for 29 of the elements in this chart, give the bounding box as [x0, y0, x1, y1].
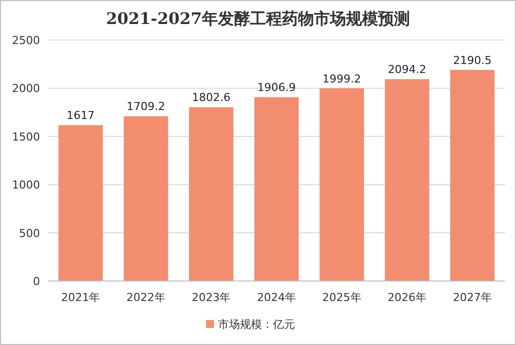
data-label: 1906.9 — [257, 81, 296, 94]
y-tick-label: 2500 — [12, 34, 40, 47]
y-tick-label: 1500 — [12, 130, 40, 144]
bar — [320, 88, 364, 281]
chart-title: 2021-2027年发酵工程药物市场规模预测 — [106, 9, 410, 28]
y-tick-label: 1000 — [12, 178, 40, 192]
bar — [124, 116, 168, 281]
data-label: 2094.2 — [388, 63, 426, 76]
bar — [189, 107, 234, 281]
y-tick-label: 2000 — [12, 82, 40, 96]
x-tick-label: 2026年 — [388, 291, 427, 304]
y-tick-label: 0 — [33, 275, 40, 288]
data-label: 1999.2 — [322, 72, 362, 86]
bar — [384, 79, 430, 281]
bar — [58, 125, 103, 281]
x-tick-label: 2025年 — [322, 291, 362, 304]
bar — [450, 70, 495, 281]
bar — [254, 97, 299, 281]
x-tick-label: 2021年 — [61, 291, 100, 304]
data-label: 1709.2 — [126, 100, 166, 114]
data-label: 1802.6 — [192, 91, 230, 104]
data-label: 1617 — [66, 109, 95, 122]
x-tick-label: 2027年 — [452, 291, 492, 304]
x-tick-label: 2023年 — [192, 291, 231, 304]
x-tick-label: 2022年 — [126, 291, 166, 304]
y-tick-label: 500 — [19, 226, 40, 240]
data-label: 2190.5 — [453, 54, 492, 67]
x-tick-label: 2024年 — [257, 291, 296, 304]
legend-label: 市场规模：亿元 — [218, 318, 295, 331]
